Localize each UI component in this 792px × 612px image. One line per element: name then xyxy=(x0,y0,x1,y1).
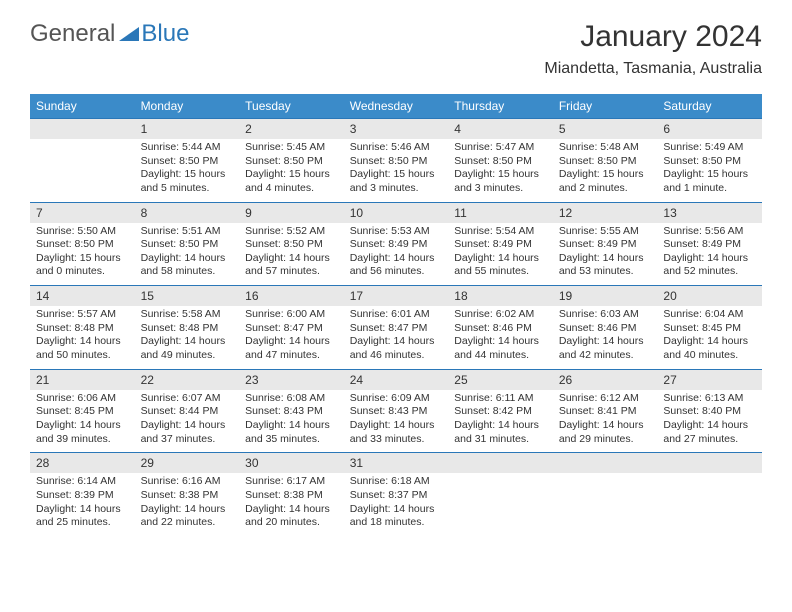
day-details: Sunrise: 5:45 AM Sunset: 8:50 PM Dayligh… xyxy=(239,139,344,202)
day-number: 11 xyxy=(448,203,553,223)
details-row: Sunrise: 6:14 AM Sunset: 8:39 PM Dayligh… xyxy=(30,473,762,536)
day-number xyxy=(448,453,553,473)
day-details: Sunrise: 5:58 AM Sunset: 8:48 PM Dayligh… xyxy=(135,306,240,369)
daynum-row: 28293031 xyxy=(30,452,762,473)
logo-triangle-icon xyxy=(119,23,139,46)
day-details: Sunrise: 6:16 AM Sunset: 8:38 PM Dayligh… xyxy=(135,473,240,536)
day-number: 8 xyxy=(135,203,240,223)
day-number: 9 xyxy=(239,203,344,223)
day-number: 10 xyxy=(344,203,449,223)
details-row: Sunrise: 5:50 AM Sunset: 8:50 PM Dayligh… xyxy=(30,223,762,286)
day-details: Sunrise: 5:48 AM Sunset: 8:50 PM Dayligh… xyxy=(553,139,658,202)
day-number: 1 xyxy=(135,119,240,139)
day-number: 20 xyxy=(657,286,762,306)
day-details: Sunrise: 6:17 AM Sunset: 8:38 PM Dayligh… xyxy=(239,473,344,536)
daynum-row: 14151617181920 xyxy=(30,285,762,306)
day-details: Sunrise: 5:53 AM Sunset: 8:49 PM Dayligh… xyxy=(344,223,449,286)
day-number: 15 xyxy=(135,286,240,306)
day-header-mon: Monday xyxy=(135,94,240,118)
day-number: 4 xyxy=(448,119,553,139)
day-details: Sunrise: 6:02 AM Sunset: 8:46 PM Dayligh… xyxy=(448,306,553,369)
day-number: 17 xyxy=(344,286,449,306)
day-details: Sunrise: 6:13 AM Sunset: 8:40 PM Dayligh… xyxy=(657,390,762,453)
day-number: 3 xyxy=(344,119,449,139)
day-number: 13 xyxy=(657,203,762,223)
day-details: Sunrise: 5:46 AM Sunset: 8:50 PM Dayligh… xyxy=(344,139,449,202)
day-details: Sunrise: 5:47 AM Sunset: 8:50 PM Dayligh… xyxy=(448,139,553,202)
day-details: Sunrise: 5:54 AM Sunset: 8:49 PM Dayligh… xyxy=(448,223,553,286)
logo: General Blue xyxy=(30,20,189,48)
day-details: Sunrise: 5:44 AM Sunset: 8:50 PM Dayligh… xyxy=(135,139,240,202)
day-header-fri: Friday xyxy=(553,94,658,118)
day-number: 22 xyxy=(135,370,240,390)
day-details: Sunrise: 6:08 AM Sunset: 8:43 PM Dayligh… xyxy=(239,390,344,453)
day-number: 18 xyxy=(448,286,553,306)
weeks-container: 123456Sunrise: 5:44 AM Sunset: 8:50 PM D… xyxy=(30,118,762,536)
day-number: 2 xyxy=(239,119,344,139)
day-header-sun: Sunday xyxy=(30,94,135,118)
day-number: 30 xyxy=(239,453,344,473)
day-details: Sunrise: 5:55 AM Sunset: 8:49 PM Dayligh… xyxy=(553,223,658,286)
logo-text-blue: Blue xyxy=(141,20,189,48)
day-details: Sunrise: 6:04 AM Sunset: 8:45 PM Dayligh… xyxy=(657,306,762,369)
day-details: Sunrise: 6:00 AM Sunset: 8:47 PM Dayligh… xyxy=(239,306,344,369)
day-details xyxy=(448,473,553,536)
day-details: Sunrise: 6:18 AM Sunset: 8:37 PM Dayligh… xyxy=(344,473,449,536)
day-header-row: Sunday Monday Tuesday Wednesday Thursday… xyxy=(30,94,762,118)
title-block: January 2024 Miandetta, Tasmania, Austra… xyxy=(544,20,762,78)
day-number: 28 xyxy=(30,453,135,473)
day-number: 25 xyxy=(448,370,553,390)
daynum-row: 123456 xyxy=(30,118,762,139)
day-number: 26 xyxy=(553,370,658,390)
day-details: Sunrise: 6:06 AM Sunset: 8:45 PM Dayligh… xyxy=(30,390,135,453)
details-row: Sunrise: 5:57 AM Sunset: 8:48 PM Dayligh… xyxy=(30,306,762,369)
day-details: Sunrise: 5:51 AM Sunset: 8:50 PM Dayligh… xyxy=(135,223,240,286)
day-number: 7 xyxy=(30,203,135,223)
day-number: 21 xyxy=(30,370,135,390)
day-header-sat: Saturday xyxy=(657,94,762,118)
location: Miandetta, Tasmania, Australia xyxy=(544,60,762,78)
day-header-thu: Thursday xyxy=(448,94,553,118)
day-details: Sunrise: 6:07 AM Sunset: 8:44 PM Dayligh… xyxy=(135,390,240,453)
daynum-row: 78910111213 xyxy=(30,202,762,223)
day-details xyxy=(553,473,658,536)
day-details: Sunrise: 6:03 AM Sunset: 8:46 PM Dayligh… xyxy=(553,306,658,369)
month-title: January 2024 xyxy=(544,20,762,54)
day-number xyxy=(30,119,135,139)
day-number xyxy=(553,453,658,473)
day-details xyxy=(657,473,762,536)
details-row: Sunrise: 6:06 AM Sunset: 8:45 PM Dayligh… xyxy=(30,390,762,453)
day-details xyxy=(30,139,135,202)
header: General Blue January 2024 Miandetta, Tas… xyxy=(0,0,792,86)
day-header-tue: Tuesday xyxy=(239,94,344,118)
day-details: Sunrise: 5:50 AM Sunset: 8:50 PM Dayligh… xyxy=(30,223,135,286)
daynum-row: 21222324252627 xyxy=(30,369,762,390)
day-details: Sunrise: 6:12 AM Sunset: 8:41 PM Dayligh… xyxy=(553,390,658,453)
details-row: Sunrise: 5:44 AM Sunset: 8:50 PM Dayligh… xyxy=(30,139,762,202)
day-number: 24 xyxy=(344,370,449,390)
logo-text-general: General xyxy=(30,20,115,48)
day-header-wed: Wednesday xyxy=(344,94,449,118)
day-number: 27 xyxy=(657,370,762,390)
day-number xyxy=(657,453,762,473)
day-number: 31 xyxy=(344,453,449,473)
day-number: 23 xyxy=(239,370,344,390)
day-number: 19 xyxy=(553,286,658,306)
day-details: Sunrise: 6:11 AM Sunset: 8:42 PM Dayligh… xyxy=(448,390,553,453)
day-number: 5 xyxy=(553,119,658,139)
day-number: 12 xyxy=(553,203,658,223)
day-number: 29 xyxy=(135,453,240,473)
day-details: Sunrise: 6:01 AM Sunset: 8:47 PM Dayligh… xyxy=(344,306,449,369)
day-details: Sunrise: 6:14 AM Sunset: 8:39 PM Dayligh… xyxy=(30,473,135,536)
day-details: Sunrise: 5:49 AM Sunset: 8:50 PM Dayligh… xyxy=(657,139,762,202)
day-number: 16 xyxy=(239,286,344,306)
day-details: Sunrise: 5:57 AM Sunset: 8:48 PM Dayligh… xyxy=(30,306,135,369)
day-number: 6 xyxy=(657,119,762,139)
day-number: 14 xyxy=(30,286,135,306)
day-details: Sunrise: 6:09 AM Sunset: 8:43 PM Dayligh… xyxy=(344,390,449,453)
day-details: Sunrise: 5:52 AM Sunset: 8:50 PM Dayligh… xyxy=(239,223,344,286)
calendar: Sunday Monday Tuesday Wednesday Thursday… xyxy=(30,94,762,536)
day-details: Sunrise: 5:56 AM Sunset: 8:49 PM Dayligh… xyxy=(657,223,762,286)
